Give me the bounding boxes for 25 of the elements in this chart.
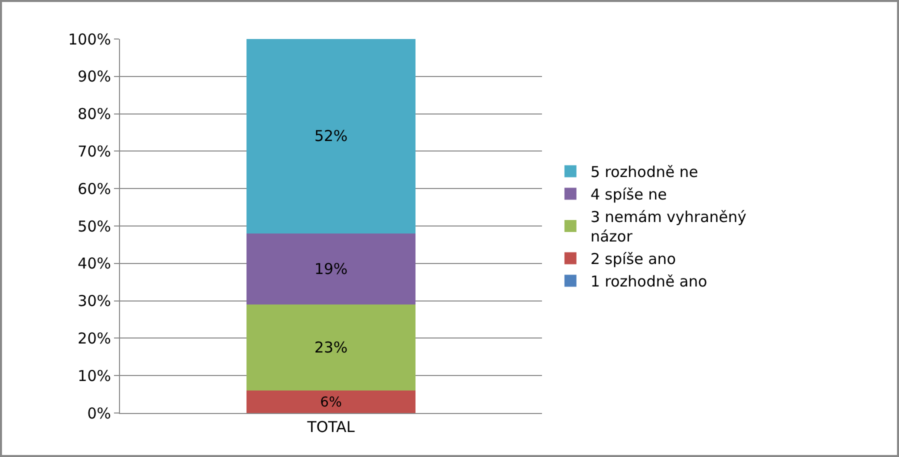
y-tick-label: 90% <box>78 68 111 86</box>
y-tick-label: 10% <box>78 366 111 385</box>
y-tick-label: 60% <box>78 180 111 198</box>
bar <box>246 233 416 305</box>
y-tick-label: 100% <box>68 30 111 48</box>
y-tick-label: 50% <box>78 217 111 236</box>
bar <box>246 39 416 234</box>
data-label: 23% <box>314 338 348 357</box>
bar <box>246 390 416 413</box>
y-tick-label: 0% <box>87 404 111 422</box>
legend-label: 2 spíše ano <box>590 250 676 268</box>
data-label: 6% <box>320 394 342 410</box>
x-tick-label: TOTAL <box>306 418 356 436</box>
legend-label: 5 rozhodně ne <box>590 163 698 182</box>
data-label: 19% <box>314 260 348 278</box>
y-tick-label: 80% <box>78 105 111 124</box>
legend-label: 1 rozhodně ano <box>590 272 708 291</box>
y-tick-label: 20% <box>78 329 111 348</box>
y-tick-label: 40% <box>78 254 111 273</box>
legend-label: 3 nemám vyhraněný názor <box>590 208 747 246</box>
legend-label: 4 spíše ne <box>590 186 667 204</box>
y-tick-label: 70% <box>78 142 111 160</box>
data-label: 52% <box>314 127 348 146</box>
y-tick-label: 30% <box>78 292 111 310</box>
bar <box>246 304 416 391</box>
